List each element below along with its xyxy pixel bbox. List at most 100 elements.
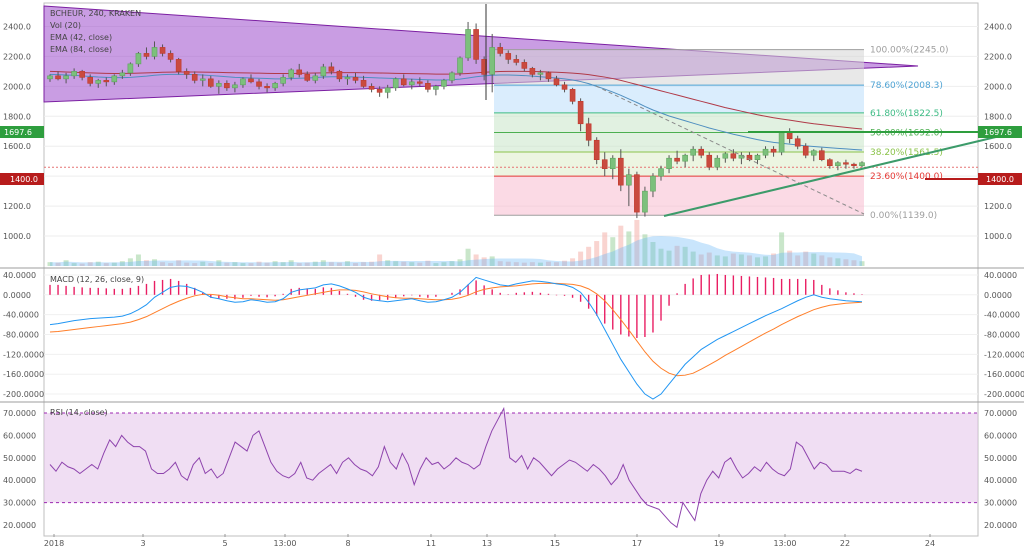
candle-body (280, 77, 286, 84)
macd-tick-left: -40.0000 (3, 311, 39, 320)
indicator-vol-label: Vol (20) (50, 21, 81, 30)
candle-body (328, 66, 335, 72)
candle-body (441, 80, 447, 87)
price-tick-left: 2000.0 (3, 82, 31, 91)
volume-bar (553, 262, 559, 266)
badge-right-1697-text: 1697.6 (984, 128, 1012, 137)
candle-body (762, 148, 769, 156)
volume-bar (586, 246, 592, 266)
candle-body (79, 71, 85, 78)
price-tick-left: 1600.0 (3, 142, 31, 151)
time-tick-label: 11 (426, 539, 436, 548)
time-tick-label: 5 (222, 539, 227, 548)
candle-body (135, 53, 142, 65)
volume-bar (626, 231, 632, 266)
price-tick-left: 1000.0 (3, 232, 31, 241)
volume-bar (787, 250, 793, 266)
candle-body (95, 80, 102, 84)
volume-bar (594, 241, 600, 266)
candle-body (449, 72, 455, 81)
candle-body (240, 78, 246, 86)
volume-bar (795, 255, 801, 266)
candle-body (159, 47, 166, 54)
volume-bar (843, 259, 849, 266)
candle-body (216, 83, 222, 87)
fib-level-label: 100.00%(2245.0) (870, 46, 949, 56)
candle-body (593, 139, 600, 161)
rsi-tick-right: 50.0000 (984, 454, 1017, 463)
candle-body (843, 162, 849, 165)
candle-body (489, 47, 495, 75)
support-trendline (663, 135, 1001, 217)
candle-body (553, 78, 560, 86)
candle-body (376, 89, 383, 93)
rsi-tick-left: 30.0000 (3, 499, 36, 508)
candle-body (545, 72, 552, 80)
fib-level-label: 38.20%(1561.5) (870, 148, 943, 158)
volume-bar (449, 261, 455, 266)
volume-bar (811, 253, 817, 266)
candle-body (714, 157, 721, 168)
macd-line (49, 276, 863, 400)
volume-bar (562, 260, 568, 266)
candle-body (481, 59, 487, 75)
volume-bar (417, 262, 423, 266)
candle-body (433, 86, 439, 90)
candle-body (360, 80, 367, 87)
candle-body (658, 168, 664, 177)
candle-body (529, 68, 536, 75)
badge-left-1697-text: 1697.6 (4, 128, 32, 137)
price-tick-right: 1200.0 (984, 202, 1012, 211)
candle-body (175, 59, 182, 72)
badge-right-1400: 1400.0 (978, 173, 1022, 185)
volume-bar (674, 245, 680, 266)
candle-body (151, 47, 158, 57)
volume-bar (497, 261, 503, 266)
candle-body (248, 78, 254, 83)
volume-bar (763, 256, 769, 266)
indicator-ema84-label: EMA (84, close) (50, 45, 112, 54)
rsi-title: RSI (14, close) (50, 408, 108, 417)
candle-body (384, 87, 391, 93)
volume-bar (216, 260, 222, 266)
candle-body (167, 53, 174, 60)
volume-bar (409, 262, 415, 266)
candle-body (352, 77, 359, 81)
macd-tick-right: 40.0000 (984, 271, 1017, 280)
volume-bar (827, 257, 833, 266)
candle-body (513, 59, 520, 63)
volume-bar (240, 263, 246, 266)
fib-zone (494, 151, 864, 177)
candle-body (465, 29, 471, 59)
candle-body (207, 78, 214, 87)
candle-body (417, 81, 423, 84)
rsi-tick-right: 20.0000 (984, 521, 1017, 530)
candle-body (288, 69, 294, 78)
volume-bar (457, 259, 463, 266)
rsi-tick-left: 70.0000 (3, 409, 36, 418)
badge-left-1400: 1400.0 (0, 173, 44, 185)
candle-body (312, 75, 319, 81)
volume-bar (658, 248, 664, 266)
candle-body (810, 150, 817, 156)
fibonacci-retracement: 100.00%(2245.0) 78.60%(2008.3) 61.80%(1822… (494, 46, 949, 221)
volume-bar (730, 253, 736, 266)
macd-tick-right: -200.0000 (984, 390, 1024, 399)
volume-bar (859, 261, 865, 266)
candle-body (802, 145, 809, 156)
volume-bar (320, 260, 326, 266)
price-tick-right: 2000.0 (984, 82, 1012, 91)
volume-bar (312, 261, 318, 266)
volume-bar (119, 261, 125, 266)
candle-body (497, 47, 504, 54)
volume-bar (152, 259, 158, 266)
indicator-ema42-label: EMA (42, close) (50, 33, 112, 42)
candle-body (585, 123, 592, 141)
volume-bar (738, 254, 744, 266)
candle-body (601, 159, 608, 169)
candle-body (47, 75, 53, 80)
macd-signal-line (49, 282, 863, 377)
candle-body (521, 62, 528, 69)
time-tick-label: 8 (345, 539, 350, 548)
